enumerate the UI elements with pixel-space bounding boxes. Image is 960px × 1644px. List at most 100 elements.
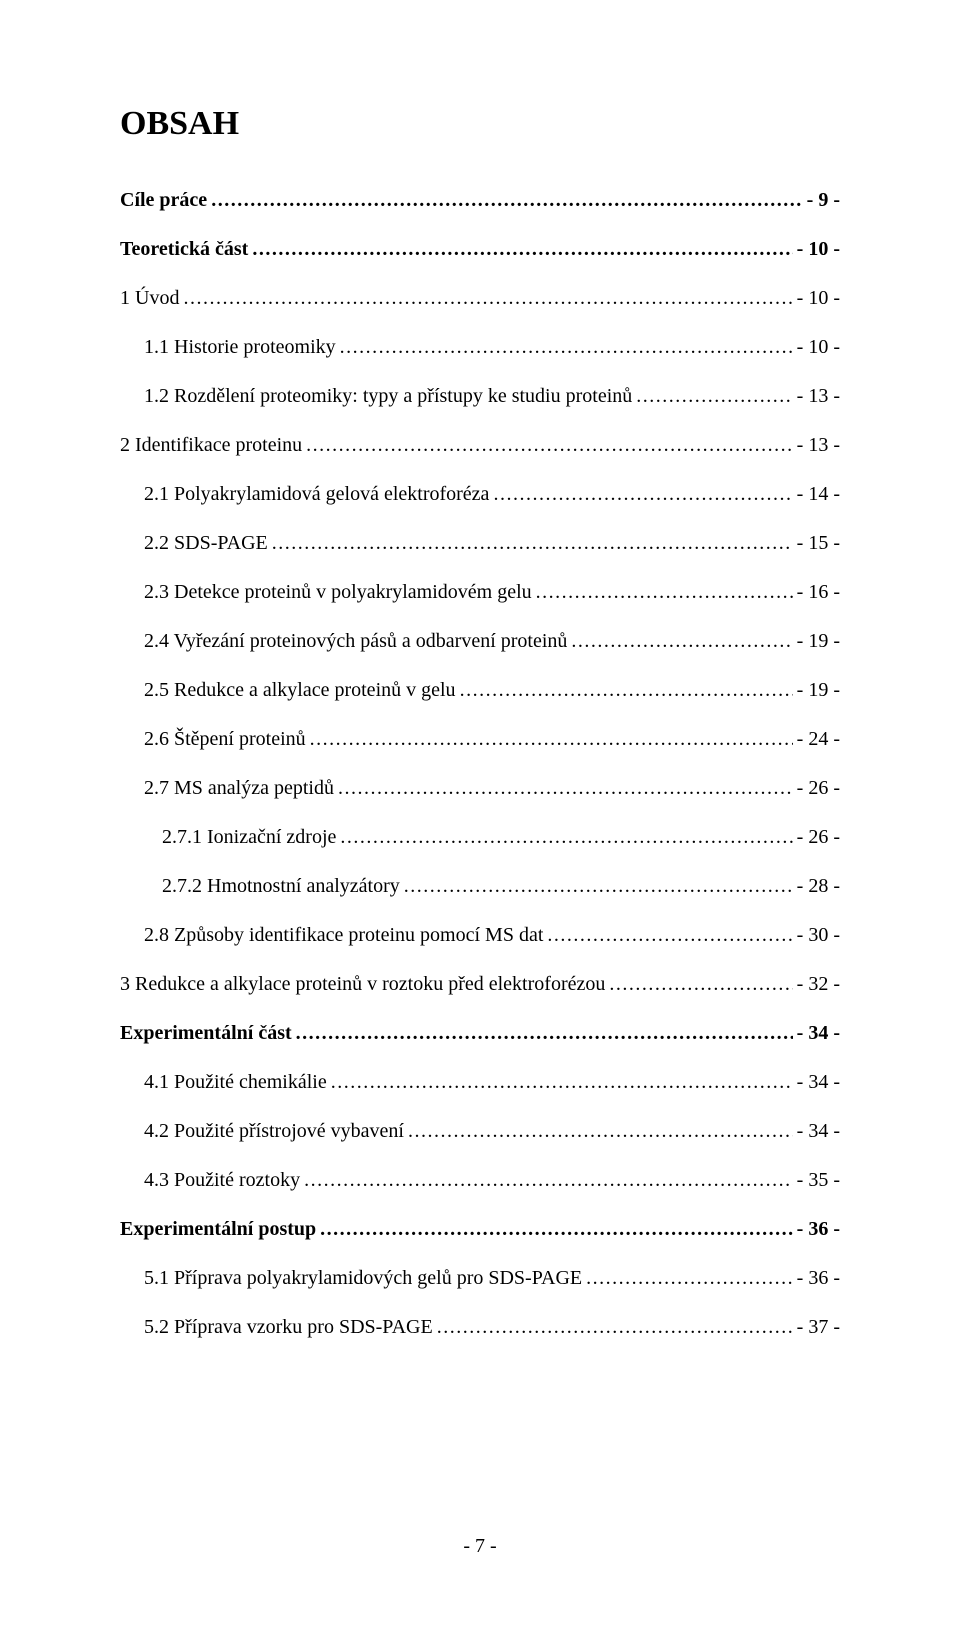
toc-entry-page: - 28 - (797, 875, 840, 898)
toc-entry-page: - 10 - (797, 287, 840, 310)
toc-entry: 5.1 Příprava polyakrylamidových gelů pro… (120, 1267, 840, 1290)
toc-entry-page: - 37 - (797, 1316, 840, 1339)
toc-entry-label: 2.8 Způsoby identifikace proteinu pomocí… (144, 924, 543, 947)
toc-entry: 2.3 Detekce proteinů v polyakrylamidovém… (120, 581, 840, 604)
toc-entry-label: 2.7.1 Ionizační zdroje (162, 826, 336, 849)
toc-entry-label: 4.3 Použité roztoky (144, 1169, 300, 1192)
toc-entry-page: - 26 - (797, 777, 840, 800)
toc-entry: Experimentální postup - 36 - (120, 1218, 840, 1241)
toc-entry-page: - 35 - (797, 1169, 840, 1192)
toc-entry-label: 2.7.2 Hmotnostní analyzátory (162, 875, 400, 898)
toc-leader-dots (586, 1267, 793, 1290)
toc-entry: 2.7.2 Hmotnostní analyzátory - 28 - (120, 875, 840, 898)
toc-entry-page: - 36 - (797, 1267, 840, 1290)
toc-entry: Experimentální část - 34 - (120, 1022, 840, 1045)
toc-entry-label: 2.2 SDS-PAGE (144, 532, 268, 555)
toc-entry: 4.3 Použité roztoky - 35 - (120, 1169, 840, 1192)
toc-entry-label: 3 Redukce a alkylace proteinů v roztoku … (120, 973, 605, 996)
toc-entry: 3 Redukce a alkylace proteinů v roztoku … (120, 973, 840, 996)
toc-entry-label: 1.1 Historie proteomiky (144, 336, 336, 359)
toc-entry-page: - 32 - (797, 973, 840, 996)
toc-entry-label: Experimentální postup (120, 1218, 316, 1241)
toc-entry-label: 1.2 Rozdělení proteomiky: typy a přístup… (144, 385, 632, 408)
toc-leader-dots (571, 630, 792, 653)
toc-entry-label: 4.2 Použité přístrojové vybavení (144, 1120, 404, 1143)
toc-leader-dots (609, 973, 792, 996)
toc-leader-dots (437, 1316, 793, 1339)
toc-leader-dots (183, 287, 792, 310)
toc-leader-dots (340, 826, 792, 849)
toc-leader-dots (252, 238, 792, 261)
toc-leader-dots (636, 385, 792, 408)
toc-entry-page: - 13 - (797, 434, 840, 457)
toc-entry-page: - 34 - (797, 1071, 840, 1094)
toc-entry: 2.2 SDS-PAGE - 15 - (120, 532, 840, 555)
toc-entry-label: 4.1 Použité chemikálie (144, 1071, 327, 1094)
toc-entry-page: - 36 - (797, 1218, 840, 1241)
toc-entry-page: - 16 - (797, 581, 840, 604)
toc-leader-dots (404, 875, 793, 898)
toc-leader-dots (460, 679, 793, 702)
toc-entry-page: - 30 - (797, 924, 840, 947)
toc-entry: 1.1 Historie proteomiky - 10 - (120, 336, 840, 359)
toc-leader-dots (310, 728, 793, 751)
toc-leader-dots (547, 924, 792, 947)
toc-leader-dots (306, 434, 793, 457)
table-of-contents: Cíle práce- 9 -Teoretická část- 10 -1 Úv… (120, 189, 840, 1339)
toc-entry-page: - 10 - (797, 336, 840, 359)
toc-entry-page: - 19 - (797, 630, 840, 653)
toc-entry: 5.2 Příprava vzorku pro SDS-PAGE - 37 - (120, 1316, 840, 1339)
toc-entry: 2.8 Způsoby identifikace proteinu pomocí… (120, 924, 840, 947)
toc-entry-label: 2.5 Redukce a alkylace proteinů v gelu (144, 679, 456, 702)
toc-entry-page: - 9 - (807, 189, 840, 212)
toc-entry-label: 1 Úvod (120, 287, 179, 310)
toc-entry-label: 2.1 Polyakrylamidová gelová elektroforéz… (144, 483, 489, 506)
toc-entry-label: 2 Identifikace proteinu (120, 434, 302, 457)
toc-entry: Teoretická část - 10 - (120, 238, 840, 261)
toc-entry-page: - 15 - (797, 532, 840, 555)
toc-entry: 2.1 Polyakrylamidová gelová elektroforéz… (120, 483, 840, 506)
toc-entry: Cíle práce - 9 - (120, 189, 840, 212)
toc-entry: 1.2 Rozdělení proteomiky: typy a přístup… (120, 385, 840, 408)
toc-entry-label: Cíle práce (120, 189, 207, 212)
toc-entry-page: - 13 - (797, 385, 840, 408)
toc-leader-dots (340, 336, 793, 359)
toc-leader-dots (331, 1071, 793, 1094)
toc-entry: 4.1 Použité chemikálie - 34 - (120, 1071, 840, 1094)
toc-entry-label: 2.4 Vyřezání proteinových pásů a odbarve… (144, 630, 567, 653)
toc-leader-dots (272, 532, 793, 555)
toc-entry: 2 Identifikace proteinu - 13 - (120, 434, 840, 457)
page-footer: - 7 - (0, 1535, 960, 1558)
toc-entry-label: 2.6 Štěpení proteinů (144, 728, 306, 751)
toc-leader-dots (408, 1120, 793, 1143)
toc-leader-dots (493, 483, 792, 506)
toc-entry: 2.4 Vyřezání proteinových pásů a odbarve… (120, 630, 840, 653)
toc-entry: 2.5 Redukce a alkylace proteinů v gelu - … (120, 679, 840, 702)
toc-entry-page: - 19 - (797, 679, 840, 702)
toc-entry: 1 Úvod - 10 - (120, 287, 840, 310)
toc-entry-label: Experimentální část (120, 1022, 292, 1045)
toc-leader-dots (296, 1022, 793, 1045)
toc-entry-page: - 14 - (797, 483, 840, 506)
toc-entry-label: 5.1 Příprava polyakrylamidových gelů pro… (144, 1267, 582, 1290)
toc-entry-page: - 34 - (797, 1022, 840, 1045)
toc-entry-page: - 10 - (797, 238, 840, 261)
toc-leader-dots (211, 189, 802, 212)
toc-entry-label: 2.7 MS analýza peptidů (144, 777, 334, 800)
toc-entry: 2.6 Štěpení proteinů - 24 - (120, 728, 840, 751)
toc-leader-dots (304, 1169, 793, 1192)
toc-entry-label: 2.3 Detekce proteinů v polyakrylamidovém… (144, 581, 532, 604)
toc-leader-dots (320, 1218, 793, 1241)
toc-entry-label: 5.2 Příprava vzorku pro SDS-PAGE (144, 1316, 433, 1339)
toc-entry: 2.7 MS analýza peptidů - 26 - (120, 777, 840, 800)
page-title: OBSAH (120, 105, 840, 143)
toc-entry-page: - 24 - (797, 728, 840, 751)
toc-entry-label: Teoretická část (120, 238, 248, 261)
toc-entry-page: - 34 - (797, 1120, 840, 1143)
toc-entry-page: - 26 - (797, 826, 840, 849)
toc-leader-dots (338, 777, 793, 800)
document-page: OBSAH Cíle práce - 9 - Teoretická část - 10… (0, 0, 960, 1644)
toc-leader-dots (536, 581, 793, 604)
toc-entry: 4.2 Použité přístrojové vybavení - 34 - (120, 1120, 840, 1143)
toc-entry: 2.7.1 Ionizační zdroje - 26 - (120, 826, 840, 849)
